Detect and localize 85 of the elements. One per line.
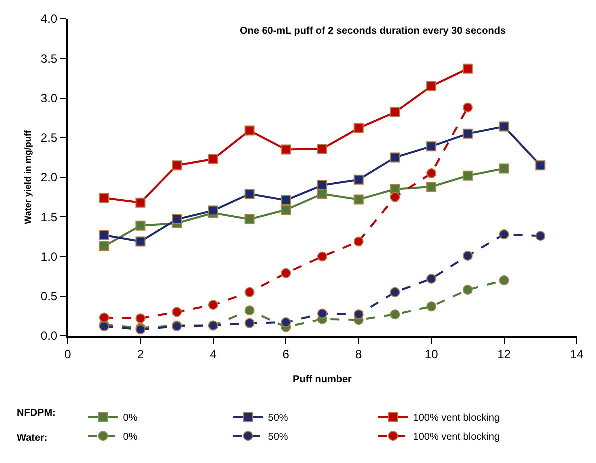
point: [244, 318, 255, 328]
point: [462, 170, 473, 181]
point: [136, 314, 146, 324]
point: [318, 252, 328, 262]
point: [99, 230, 110, 240]
point: [281, 204, 292, 215]
point: [499, 164, 510, 174]
point: [499, 230, 510, 240]
text: One 60-mL puff of 2 seconds duration every 30 seconds: [240, 26, 506, 37]
point: [354, 194, 364, 205]
point: [136, 220, 146, 231]
point: [462, 250, 473, 261]
x-tick-label: 2: [137, 347, 144, 362]
point: [281, 318, 292, 328]
point: [536, 231, 546, 242]
point: [462, 128, 473, 139]
text: Water:: [17, 433, 48, 444]
y-tick-label: 3.0: [40, 91, 58, 106]
point: [426, 168, 437, 179]
x-tick-label: 12: [498, 347, 512, 362]
y-tick-label: 1.5: [40, 210, 58, 224]
point: [354, 310, 364, 320]
point: [318, 308, 328, 319]
x-tick-label: 10: [424, 347, 439, 362]
point: [426, 182, 437, 192]
point: [390, 108, 400, 118]
point: [244, 306, 255, 316]
point: [462, 64, 473, 74]
point: [244, 287, 255, 298]
point: [354, 174, 364, 185]
point: [172, 214, 182, 224]
point: [426, 274, 437, 284]
y-tick-label: 4.0: [40, 12, 58, 26]
point: [281, 268, 292, 278]
point: [281, 144, 292, 155]
point: [462, 102, 473, 113]
legend-label: 100% vent blocking: [413, 412, 500, 424]
x-axis-title: Puff number: [293, 374, 352, 386]
text: NFDPM:: [17, 408, 56, 419]
point: [390, 192, 400, 202]
point: [208, 206, 218, 216]
point: [354, 236, 364, 247]
point: [426, 81, 437, 92]
point: [390, 152, 400, 163]
point: [208, 300, 218, 310]
y-tick-label: 0.5: [40, 290, 58, 304]
point: [244, 126, 255, 136]
point: [136, 198, 146, 208]
y-tick-label: 2.0: [40, 170, 58, 185]
point: [462, 285, 473, 296]
point: [172, 160, 182, 171]
point: [208, 154, 218, 164]
point: [281, 195, 292, 206]
point: [172, 307, 182, 318]
y-axis-title: Water yield in mg/puff: [22, 130, 33, 224]
x-tick-label: 6: [282, 347, 290, 362]
point: [99, 193, 110, 204]
point: [318, 144, 328, 154]
legend-label: 0%: [123, 432, 138, 443]
point: [426, 142, 437, 152]
x-tick-label: 8: [356, 347, 363, 362]
y-tick-label: 1.0: [40, 250, 58, 264]
y-tick-label: 2.5: [40, 131, 58, 146]
point: [354, 123, 364, 134]
y-tick-label: 3.5: [40, 52, 58, 66]
x-tick-label: 4: [210, 347, 218, 362]
point: [390, 287, 400, 298]
point: [136, 236, 146, 247]
point: [99, 312, 110, 323]
x-tick-label: 0: [64, 347, 72, 362]
point: [499, 276, 510, 286]
point: [99, 241, 110, 252]
legend-label: 50%: [268, 432, 288, 443]
legend-label: 50%: [268, 412, 288, 424]
point: [426, 302, 437, 312]
point: [244, 214, 255, 224]
legend-label: 100% vent blocking: [413, 432, 500, 443]
y-tick-label: 0.0: [40, 329, 58, 344]
point: [536, 160, 546, 171]
point: [499, 122, 510, 132]
point: [244, 189, 255, 200]
point: [318, 180, 328, 190]
legend-label: 0%: [123, 412, 138, 424]
point: [390, 310, 400, 320]
x-tick-label: 14: [570, 347, 584, 362]
